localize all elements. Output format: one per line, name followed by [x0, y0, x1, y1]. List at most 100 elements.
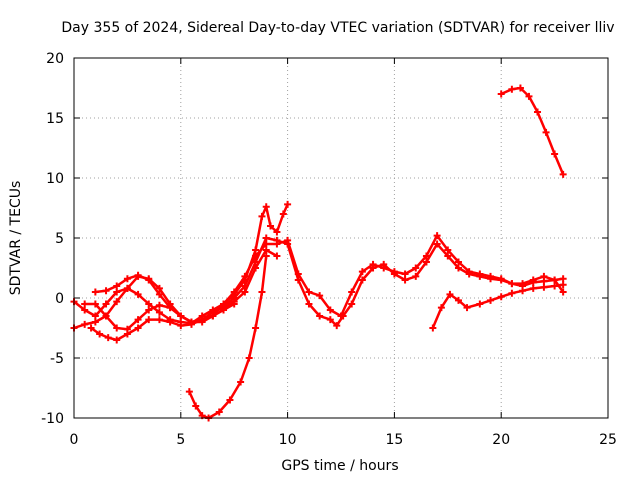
data-point: [177, 322, 185, 330]
data-point: [446, 290, 454, 298]
series-line: [72, 236, 565, 330]
data-point: [465, 268, 473, 276]
data-point: [316, 292, 324, 300]
data-point: [262, 234, 270, 242]
axis-ticks: 0 5 10 15 20 25 -10 -5 0 5 10 15 20: [41, 51, 617, 448]
series-line: [431, 283, 565, 330]
data-point: [279, 210, 287, 218]
data-point: [559, 288, 567, 296]
series-arc-8: [497, 84, 567, 178]
x-tick-label: 0: [70, 432, 79, 448]
data-point: [91, 312, 99, 320]
series-line: [188, 254, 268, 420]
data-point: [91, 288, 99, 296]
series-arc-2: [70, 234, 567, 332]
data-point: [487, 272, 495, 280]
data-point: [508, 85, 516, 93]
y-tick-label: 10: [46, 171, 64, 187]
y-tick-label: 5: [55, 231, 64, 247]
data-point: [192, 402, 200, 410]
data-point: [273, 228, 281, 236]
series-arc-5: [91, 271, 238, 326]
data-point: [113, 336, 121, 344]
x-tick-label: 25: [599, 432, 617, 448]
data-point: [333, 322, 341, 330]
y-tick-label: -5: [50, 351, 64, 367]
data-point: [123, 284, 131, 292]
y-tick-label: 0: [55, 291, 64, 307]
data-point: [262, 240, 270, 248]
data-point: [401, 270, 409, 278]
data-point: [433, 240, 441, 248]
chart-title: Day 355 of 2024, Sidereal Day-to-day VTE…: [61, 20, 614, 36]
data-point: [155, 290, 163, 298]
data-point: [316, 312, 324, 320]
data-point: [326, 306, 334, 314]
data-point: [519, 287, 527, 295]
data-point: [134, 271, 142, 279]
data-point: [177, 312, 185, 320]
data-point: [102, 300, 110, 308]
data-point: [267, 222, 275, 230]
data-point: [551, 150, 559, 158]
data-point: [284, 236, 292, 244]
data-point: [284, 200, 292, 208]
data-point: [198, 316, 206, 324]
data-point: [559, 281, 567, 289]
data-point: [429, 324, 437, 332]
data-point: [542, 128, 550, 136]
data-point: [241, 272, 249, 280]
x-tick-label: 10: [279, 432, 297, 448]
y-tick-label: -10: [41, 411, 64, 427]
x-tick-label: 5: [176, 432, 185, 448]
data-point: [348, 300, 356, 308]
data-point: [422, 258, 430, 266]
data-point: [358, 268, 366, 276]
data-point: [476, 300, 484, 308]
data-point: [145, 306, 153, 314]
data-point: [273, 240, 281, 248]
data-point: [369, 260, 377, 268]
data-point: [519, 280, 527, 288]
data-point: [258, 212, 266, 220]
data-point: [305, 288, 313, 296]
data-point: [454, 296, 462, 304]
data-point: [252, 324, 260, 332]
data-point: [145, 316, 153, 324]
data-point: [463, 304, 471, 312]
data-point: [559, 170, 567, 178]
data-point: [113, 288, 121, 296]
data-point: [252, 264, 260, 272]
x-axis-label: GPS time / hours: [281, 458, 398, 474]
data-point: [262, 203, 270, 211]
data-point: [476, 270, 484, 278]
data-point: [525, 92, 533, 100]
data-point: [113, 324, 121, 332]
data-point: [237, 378, 245, 386]
data-point: [134, 316, 142, 324]
data-point: [166, 304, 174, 312]
data-point: [380, 264, 388, 272]
data-point: [226, 396, 234, 404]
data-point: [187, 318, 195, 326]
data-point: [155, 301, 163, 309]
data-point: [551, 282, 559, 290]
data-point: [252, 252, 260, 260]
data-point: [230, 300, 238, 308]
data-point: [155, 308, 163, 316]
series-arc-7: [429, 281, 567, 332]
data-point: [487, 296, 495, 304]
data-point: [401, 276, 409, 284]
data-point: [145, 300, 153, 308]
data-point: [422, 252, 430, 260]
data-point: [444, 246, 452, 254]
data-point: [497, 90, 505, 98]
x-tick-label: 20: [492, 432, 510, 448]
data-point: [113, 298, 121, 306]
data-point: [412, 272, 420, 280]
data-point: [454, 258, 462, 266]
data-point: [262, 246, 270, 254]
data-point: [241, 288, 249, 296]
data-point: [91, 300, 99, 308]
